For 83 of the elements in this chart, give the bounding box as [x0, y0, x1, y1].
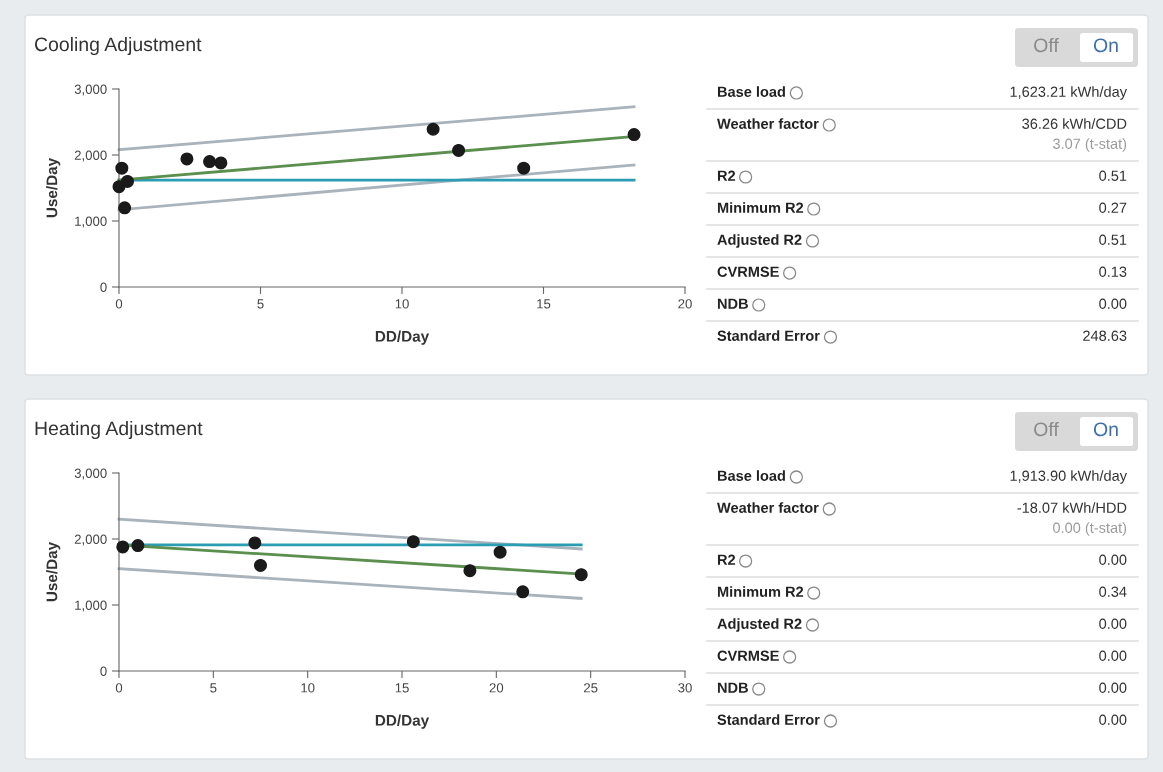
x-tick-label: 20 — [678, 299, 692, 309]
text: On — [1093, 38, 1118, 53]
point — [248, 536, 262, 550]
category-label: Minimum R2 — [717, 202, 804, 213]
category-label: Weather factor — [717, 502, 819, 513]
y-tick-label: 3,000 — [74, 84, 107, 96]
text: 1,913.90 kWh/day — [1010, 470, 1127, 484]
category-label: Weather factor — [717, 118, 819, 129]
x-tick-label: 15 — [537, 299, 551, 309]
text: 36.26 kWh/CDD — [1022, 118, 1127, 129]
chart-title: Heating Adjustment — [35, 420, 203, 440]
text: 0.51 — [1099, 234, 1127, 245]
point — [517, 161, 531, 175]
category-label: CVRMSE — [717, 650, 779, 661]
text: 0.00 — [1099, 298, 1127, 309]
category-label: R2 — [717, 170, 736, 181]
point — [253, 558, 268, 572]
point — [493, 545, 507, 559]
text: 0.00 — [1099, 650, 1127, 661]
x-tick-label: 10 — [301, 683, 315, 693]
x-tick-label: 10 — [395, 299, 409, 309]
text: 0.51 — [1099, 170, 1127, 181]
x-tick-label: 5 — [257, 299, 264, 309]
x-axis-title: DD/Day — [375, 330, 430, 345]
point — [627, 128, 641, 142]
y-tick-label: 2,000 — [74, 150, 107, 162]
category-label: Adjusted R2 — [717, 234, 802, 248]
chart-title: Cooling Adjustment — [34, 36, 202, 56]
point — [426, 122, 440, 136]
category-label: Standard Error — [717, 330, 820, 341]
text: 0.13 — [1099, 266, 1127, 277]
text: 0.00 — [1099, 682, 1127, 693]
category-label: Standard Error — [717, 714, 820, 725]
point — [214, 156, 228, 170]
category-label: R2 — [717, 554, 736, 565]
x-tick-label: 15 — [395, 683, 409, 693]
category-label: CVRMSE — [717, 266, 779, 277]
category-label: Base load — [717, 470, 785, 481]
text: 248.63 — [1083, 330, 1127, 341]
category-label: Base load — [717, 86, 785, 97]
point — [180, 152, 194, 166]
category-label: Adjusted R2 — [717, 618, 802, 632]
y-tick-label: 2,000 — [74, 534, 107, 546]
point — [452, 143, 466, 157]
text: On — [1093, 422, 1118, 437]
point — [116, 540, 130, 554]
text: 3.07 (t-stat) — [1053, 138, 1127, 152]
text: 0.00 — [1099, 714, 1127, 725]
text: 0.27 — [1099, 202, 1127, 213]
category-label: NDB — [717, 298, 748, 309]
text: Off — [1034, 37, 1059, 53]
y-tick-label: 0 — [100, 282, 107, 292]
text: 0.34 — [1099, 586, 1127, 597]
x-tick-label: 5 — [210, 683, 217, 693]
x-tick-label: 0 — [115, 683, 123, 693]
y-tick-label: 0 — [100, 666, 107, 676]
point — [516, 585, 530, 599]
text: 1,623.21 kWh/day — [1010, 86, 1127, 100]
x-axis-title: DD/Day — [375, 714, 430, 729]
point — [463, 564, 477, 578]
point — [115, 161, 129, 175]
x-tick-label: 25 — [583, 683, 598, 693]
y-tick-label: 1,000 — [75, 600, 107, 612]
point — [203, 155, 217, 169]
text: 0.00 — [1099, 554, 1127, 565]
point — [406, 535, 420, 549]
x-tick-label: 30 — [678, 683, 692, 693]
y-tick-label: 1,000 — [75, 216, 107, 228]
category-label: NDB — [717, 682, 748, 693]
point — [574, 568, 588, 582]
text: -18.07 kWh/HDD — [1017, 502, 1127, 513]
point — [118, 201, 132, 215]
text: 0.00 (t-stat) — [1053, 522, 1127, 536]
point — [120, 174, 134, 188]
category-label: Minimum R2 — [717, 586, 804, 597]
x-tick-label: 20 — [489, 683, 504, 693]
y-tick-label: 3,000 — [74, 468, 107, 480]
y-axis-title: Use/Day — [46, 157, 61, 218]
text: Off — [1034, 421, 1059, 437]
y-axis-title: Use/Day — [46, 541, 61, 602]
point — [131, 539, 145, 553]
x-tick-label: 0 — [115, 299, 123, 309]
text: 0.00 — [1099, 618, 1127, 629]
